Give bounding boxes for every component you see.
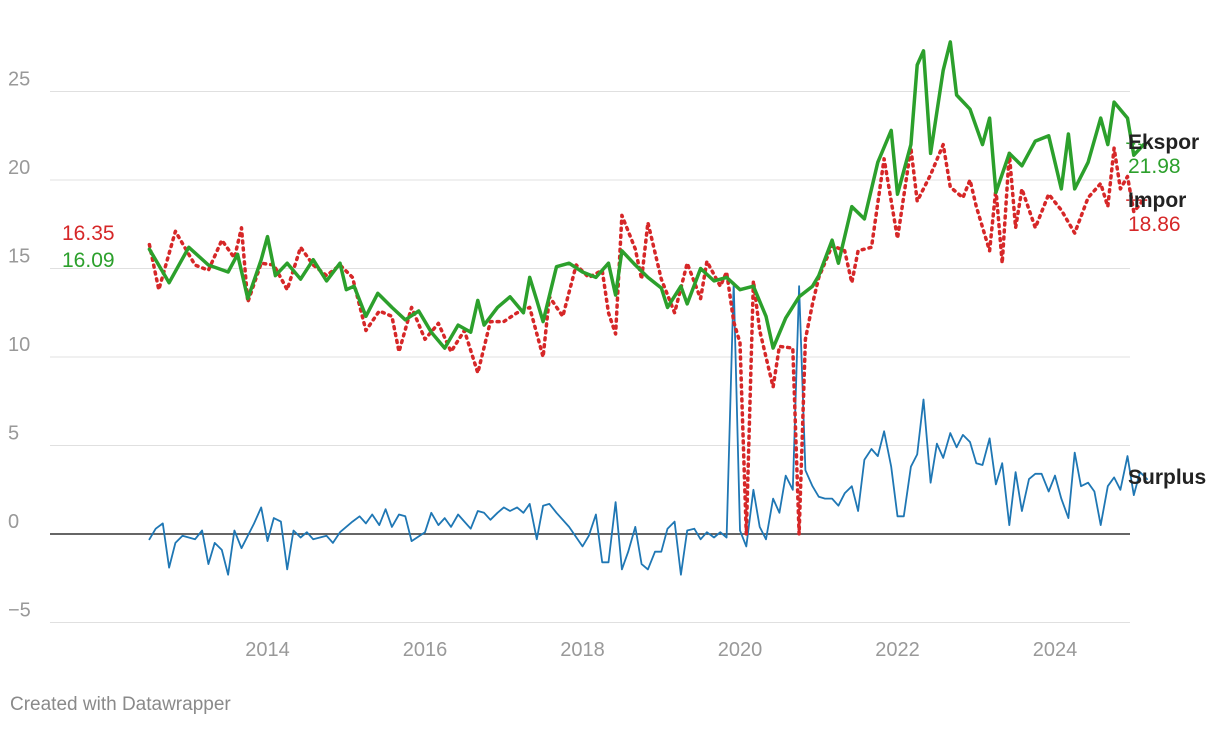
line-chart: −5 0 5 10 15 20 25 2014 2016 2018 2020 2022 2024 16.… — [8, 40, 1206, 661]
y-tick-label: 10 — [8, 334, 30, 356]
y-tick-label: 15 — [8, 246, 30, 268]
series-line-ekspor — [147, 40, 1145, 350]
x-tick-label: 2022 — [875, 639, 920, 661]
series-line-impor — [147, 142, 1145, 536]
y-tick-label: 20 — [8, 157, 30, 179]
y-tick-label: −5 — [8, 600, 31, 622]
series-name-impor: Impor — [1128, 189, 1186, 212]
x-tick-label: 2020 — [718, 639, 763, 661]
series-name-surplus: Surplus — [1128, 466, 1206, 489]
x-tick-label: 2016 — [403, 639, 448, 661]
series-name-ekspor: Ekspor — [1128, 131, 1199, 154]
x-tick-label: 2014 — [245, 639, 290, 661]
series-layer — [147, 40, 1148, 576]
x-tick-label: 2018 — [560, 639, 605, 661]
y-tick-label: 0 — [8, 511, 19, 533]
credit-footer: Created with Datawrapper — [10, 694, 231, 715]
y-tick-label: 25 — [8, 69, 30, 91]
x-tick-label: 2024 — [1033, 639, 1078, 661]
leader-line-ekspor — [1123, 142, 1148, 146]
start-value-label-impor: 16.35 — [62, 222, 115, 245]
end-value-label-impor: 18.86 — [1128, 213, 1181, 236]
y-tick-label: 5 — [8, 423, 19, 445]
end-value-label-ekspor: 21.98 — [1128, 155, 1181, 178]
start-value-label-ekspor: 16.09 — [62, 249, 115, 272]
series-line-surplus — [148, 281, 1148, 576]
grid-layer: −5 0 5 10 15 20 25 2014 2016 2018 2020 2022 2024 — [8, 69, 1130, 661]
